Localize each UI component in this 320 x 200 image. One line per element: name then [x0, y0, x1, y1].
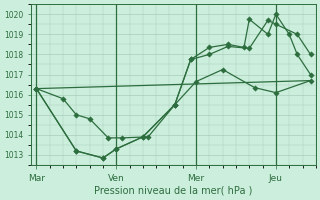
X-axis label: Pression niveau de la mer( hPa ): Pression niveau de la mer( hPa )	[94, 186, 252, 196]
